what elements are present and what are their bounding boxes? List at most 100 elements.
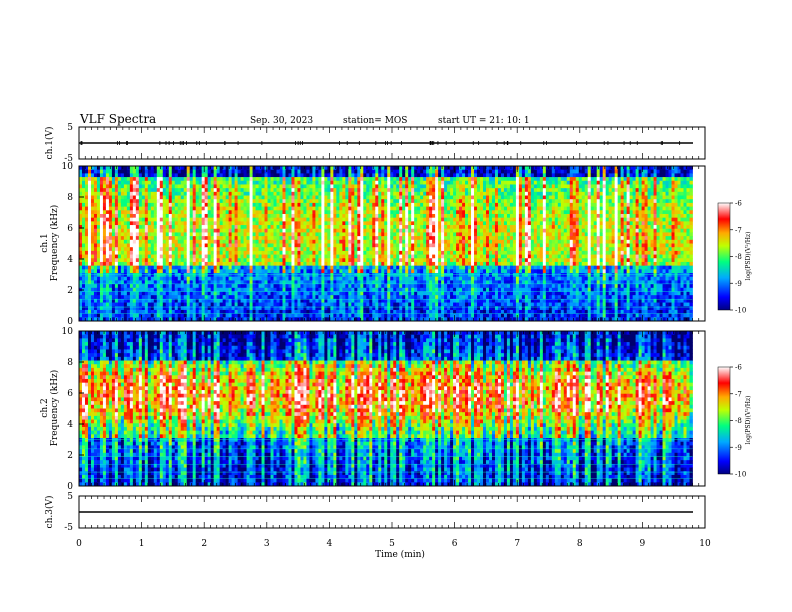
spectrogram-cell (186, 225, 191, 230)
spectrogram-cell (138, 254, 143, 259)
spectrogram-cell (423, 239, 427, 244)
spectrogram-cell (84, 280, 89, 285)
spectrogram-cell (372, 247, 376, 252)
spectrogram-cell (93, 280, 98, 285)
spectrogram-cell (378, 302, 382, 307)
spectrogram-cell (369, 309, 373, 315)
spectrogram-cell (402, 206, 406, 211)
spectrogram-cell (120, 177, 125, 182)
spectrogram-cell (153, 250, 158, 255)
spectrogram-cell (147, 188, 152, 193)
spectrogram-cell (210, 280, 215, 285)
spectrogram-cell (177, 202, 182, 207)
spectrogram-cell (171, 276, 176, 281)
spectrogram-cell (186, 221, 191, 226)
spectrogram-cell (423, 265, 427, 270)
spectrogram-cell (87, 269, 92, 274)
spectrogram-cell (144, 309, 149, 315)
spectrogram-cell (84, 306, 89, 311)
spectrogram-cell (426, 225, 430, 230)
spectrogram-cell (141, 239, 146, 244)
spectrogram-cell (288, 221, 292, 226)
spectrogram-cell (312, 269, 316, 274)
spectrogram-cell (135, 236, 140, 241)
spectrogram-cell (87, 232, 92, 237)
spectrogram-cell (429, 188, 433, 193)
spectrogram-cell (345, 302, 349, 307)
spectrogram-cell (201, 309, 206, 315)
spectrogram-cell (309, 225, 313, 230)
spectrogram-cell (114, 247, 119, 252)
spectrogram-cell (246, 280, 250, 285)
spectrogram-cell (216, 239, 221, 244)
spectrogram-cell (105, 287, 110, 292)
spectrogram-cell (228, 225, 233, 230)
spectrogram-cell (387, 295, 391, 300)
spectrogram-cell (198, 173, 203, 178)
spectrogram-cell (357, 213, 361, 219)
spectrogram-cell (198, 306, 203, 311)
spectrogram-cell (378, 232, 382, 237)
spectrogram-cell (126, 166, 131, 171)
spectrogram-cell (120, 232, 125, 237)
spectrogram-cell (372, 254, 376, 259)
spectrogram-cell (420, 247, 424, 252)
spectrogram-cell (390, 213, 394, 219)
spectrogram-cell (243, 239, 247, 244)
spectrogram-cell (426, 280, 430, 285)
spectrogram-cell (312, 265, 316, 270)
spectrogram-cell (231, 254, 236, 259)
spectrogram-cell (129, 254, 134, 259)
spectrogram-cell (297, 195, 301, 200)
spectrogram-cell (90, 287, 95, 292)
spectrogram-cell (177, 295, 182, 300)
spectrogram-cell (402, 173, 406, 178)
spectrogram-cell (351, 287, 355, 292)
spectrogram-cell (279, 232, 283, 237)
spectrogram-cell (366, 302, 370, 307)
spectrogram-cell (414, 228, 418, 233)
spectrogram-cell (285, 173, 289, 178)
spectrogram-cell (366, 166, 370, 171)
spectrogram-cell (273, 247, 277, 252)
spectrogram-cell (318, 276, 322, 281)
spectrogram-cell (414, 199, 418, 204)
spectrogram-cell (402, 273, 406, 278)
spectrogram-cell (195, 291, 200, 296)
spectrogram-cell (279, 306, 283, 311)
spectrogram-cell (195, 317, 200, 322)
spectrogram-cell (147, 313, 152, 318)
spectrogram-cell (273, 225, 277, 230)
spectrogram-cell (222, 169, 227, 174)
spectrogram-cell (363, 173, 367, 178)
spectrogram-cell (195, 261, 200, 267)
spectrogram-cell (384, 295, 388, 300)
spectrogram-cell (282, 261, 286, 267)
spectrogram-cell (141, 202, 146, 207)
spectrogram-cell (84, 276, 89, 281)
spectrogram-cell (405, 306, 409, 311)
spectrogram-cell (267, 239, 271, 244)
spectrogram-cell (219, 228, 224, 233)
spectrogram-cell (294, 254, 298, 259)
spectrogram-cell (315, 169, 319, 174)
spectrogram-cell (423, 309, 427, 315)
spectrogram-cell (420, 284, 424, 289)
spectrogram-cell (174, 177, 179, 182)
spectrogram-cell (309, 236, 313, 241)
spectrogram-cell (123, 188, 128, 193)
spectrogram-cell (354, 287, 358, 292)
spectrogram-cell (270, 180, 274, 185)
spectrogram-cell (279, 228, 283, 233)
spectrogram-cell (129, 166, 134, 171)
spectrogram-cell (150, 195, 155, 200)
spectrogram-cell (375, 239, 379, 244)
spectrogram-cell (138, 313, 143, 318)
spectrogram-cell (171, 221, 176, 226)
spectrogram-cell (324, 173, 328, 178)
spectrogram-cell (348, 295, 352, 300)
spectrogram-cell (153, 254, 158, 259)
spectrogram-cell (399, 184, 403, 189)
spectrogram-cell (93, 276, 98, 281)
spectrogram-cell (243, 180, 247, 185)
